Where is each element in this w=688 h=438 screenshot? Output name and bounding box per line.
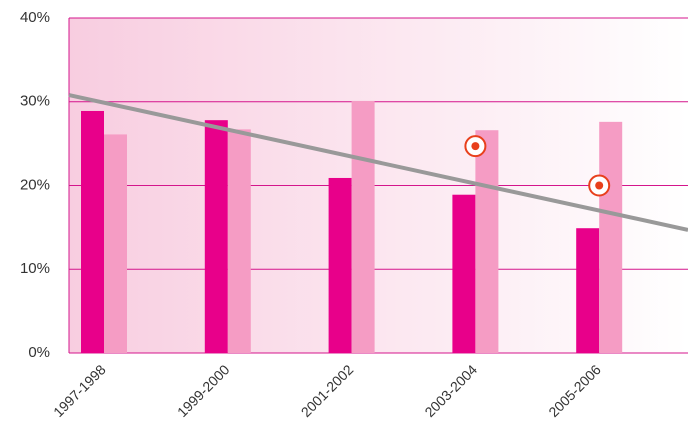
- marker-dot: [471, 142, 480, 151]
- y-tick-label: 30%: [20, 93, 50, 110]
- y-tick-label: 10%: [20, 260, 50, 277]
- bar: [576, 228, 600, 353]
- y-tick-label: 0%: [28, 344, 50, 361]
- y-tick-label: 20%: [20, 176, 50, 193]
- bar: [104, 134, 127, 353]
- bar: [475, 130, 499, 353]
- x-tick-label: 2005-2006: [545, 361, 604, 420]
- trend-line: [68, 93, 688, 232]
- x-tick-label: 1997-1998: [50, 361, 109, 420]
- x-tick-label: 2003-2004: [421, 361, 480, 420]
- bar: [81, 110, 104, 354]
- bar: [227, 129, 251, 353]
- x-tick-label: 1999-2000: [174, 361, 233, 420]
- marker-dot: [595, 181, 604, 190]
- bar: [204, 120, 228, 353]
- bar: [452, 194, 476, 353]
- bar: [328, 177, 352, 353]
- bar: [351, 100, 375, 353]
- bar: [599, 121, 623, 353]
- y-tick-label: 40%: [20, 9, 50, 26]
- x-tick-label: 2001-2002: [298, 361, 357, 420]
